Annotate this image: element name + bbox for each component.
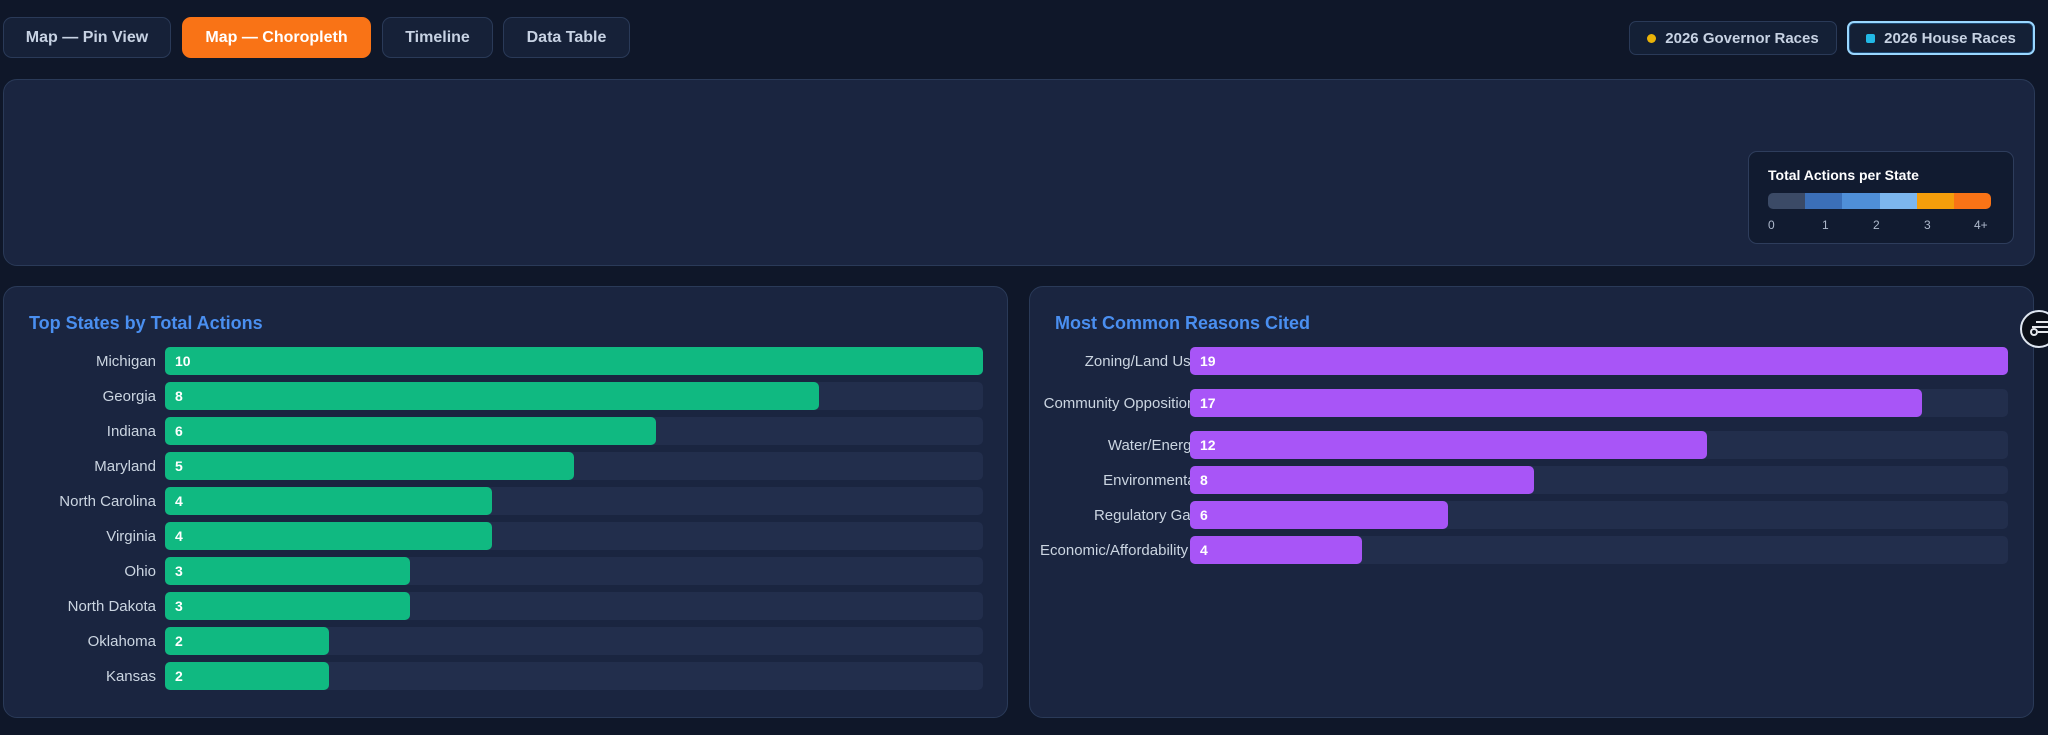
bar-track: 3 [165, 557, 983, 585]
bar-fill: 17 [1190, 389, 1922, 417]
bar-row: Regulatory Gap 6 [1030, 501, 2033, 529]
bar-track: 4 [1190, 536, 2008, 564]
legend-tick: 0 [1768, 218, 1775, 232]
bar-label: Zoning/Land Use [1084, 352, 1199, 370]
legend-tick: 2 [1873, 218, 1880, 232]
house-square-icon [1866, 33, 1876, 43]
bar-fill: 3 [165, 557, 411, 585]
tab-timeline[interactable]: Timeline [382, 17, 493, 58]
bar-fill: 3 [165, 592, 411, 620]
bar-track: 4 [165, 522, 983, 550]
bar-row: Ohio 3 [4, 557, 1007, 585]
bar-track: 5 [165, 452, 983, 480]
filter-sliders-icon [2030, 318, 2048, 341]
bar-fill: 4 [165, 522, 493, 550]
bar-fill: 5 [165, 452, 574, 480]
legend-color-swatch [1953, 193, 1991, 209]
bar-row: Virginia 4 [4, 522, 1007, 550]
bar-fill: 6 [1190, 501, 1449, 529]
side-filter-button[interactable] [2020, 310, 2048, 348]
bar-track: 4 [165, 487, 983, 515]
bar-label: North Dakota [67, 597, 156, 615]
bar-label: Kansas [105, 667, 156, 685]
legend-tick: 3 [1924, 218, 1931, 232]
legend-color-swatch [1842, 193, 1880, 209]
bar-track: 6 [1190, 501, 2008, 529]
tab-map-choropleth[interactable]: Map — Choropleth [182, 17, 371, 58]
bar-fill: 10 [165, 347, 983, 375]
house-races-label: 2026 House Races [1884, 29, 2016, 47]
bar-label: Environmental [1103, 471, 1199, 489]
bar-track: 8 [165, 382, 983, 410]
bar-row: Georgia 8 [4, 382, 1007, 410]
map-legend: Total Actions per State 0 1 2 3 4+ [1748, 151, 2014, 244]
bar-label: Ohio [124, 562, 156, 580]
bar-track: 17 [1190, 389, 2008, 417]
legend-color-swatch [1916, 193, 1954, 209]
top-states-title: Top States by Total Actions [29, 313, 263, 333]
bar-row: Michigan 10 [4, 347, 1007, 375]
bar-fill: 8 [165, 382, 820, 410]
tab-data-table[interactable]: Data Table [503, 17, 630, 58]
view-toolbar: Map — Pin View Map — Choropleth Timeline… [0, 0, 2048, 76]
reasons-panel: Most Common Reasons Cited Zoning/Land Us… [1029, 286, 2034, 718]
bar-label: Regulatory Gap [1093, 506, 1199, 524]
bar-label: North Carolina [59, 492, 156, 510]
bar-row: Indiana 6 [4, 417, 1007, 445]
bar-row: North Carolina 4 [4, 487, 1007, 515]
legend-color-swatch [1879, 193, 1917, 209]
governor-dot-icon [1647, 33, 1657, 43]
legend-color-scale [1768, 193, 1991, 209]
bar-track: 2 [165, 662, 983, 690]
bar-track: 3 [165, 592, 983, 620]
bar-label: Economic/Affordability [1040, 541, 1189, 559]
bar-row: Environmental 8 [1030, 466, 2033, 494]
governor-races-toggle[interactable]: 2026 Governor Races [1629, 21, 1837, 55]
bar-track: 10 [165, 347, 983, 375]
bar-row: Zoning/Land Use 19 [1030, 347, 2033, 375]
bar-fill: 8 [1190, 466, 1535, 494]
bar-fill: 6 [165, 417, 656, 445]
bar-track: 6 [165, 417, 983, 445]
bar-label: Michigan [95, 352, 156, 370]
legend-color-swatch [1805, 193, 1843, 209]
bar-track: 19 [1190, 347, 2008, 375]
bar-fill: 19 [1190, 347, 2008, 375]
bar-label: Virginia [106, 527, 156, 545]
bar-label: Maryland [94, 457, 156, 475]
legend-tick: 1 [1822, 218, 1829, 232]
bar-row: Maryland 5 [4, 452, 1007, 480]
bar-label: Water/Energy [1107, 436, 1199, 454]
bar-row: North Dakota 3 [4, 592, 1007, 620]
bar-row: Community Opposition 17 [1030, 382, 2033, 424]
legend-color-swatch [1768, 193, 1806, 209]
bar-label: Community Opposition [1043, 394, 1196, 412]
bar-fill: 4 [1190, 536, 1363, 564]
reasons-title: Most Common Reasons Cited [1055, 313, 1311, 333]
bar-fill: 2 [165, 627, 329, 655]
bar-label: Oklahoma [87, 632, 156, 650]
bar-fill: 2 [165, 662, 329, 690]
legend-ticks: 0 1 2 3 4+ [1768, 218, 1991, 232]
house-races-toggle[interactable]: 2026 House Races [1847, 21, 2035, 55]
bar-track: 2 [165, 627, 983, 655]
tab-map-pin-view[interactable]: Map — Pin View [3, 17, 171, 58]
bar-row: Economic/Affordability 4 [1030, 536, 2033, 564]
bar-fill: 4 [165, 487, 493, 515]
choropleth-map[interactable] [3, 79, 2035, 266]
bar-row: Kansas 2 [4, 662, 1007, 690]
bar-row: Oklahoma 2 [4, 627, 1007, 655]
bar-track: 12 [1190, 431, 2008, 459]
legend-tick: 4+ [1974, 218, 1988, 232]
bar-label: Georgia [102, 387, 156, 405]
bar-row: Water/Energy 12 [1030, 431, 2033, 459]
governor-races-label: 2026 Governor Races [1665, 29, 1819, 47]
bar-track: 8 [1190, 466, 2008, 494]
bar-fill: 12 [1190, 431, 1707, 459]
top-states-panel: Top States by Total Actions Michigan 10 Ge… [3, 286, 1008, 718]
legend-title: Total Actions per State [1768, 167, 1919, 183]
bar-label: Indiana [106, 422, 156, 440]
